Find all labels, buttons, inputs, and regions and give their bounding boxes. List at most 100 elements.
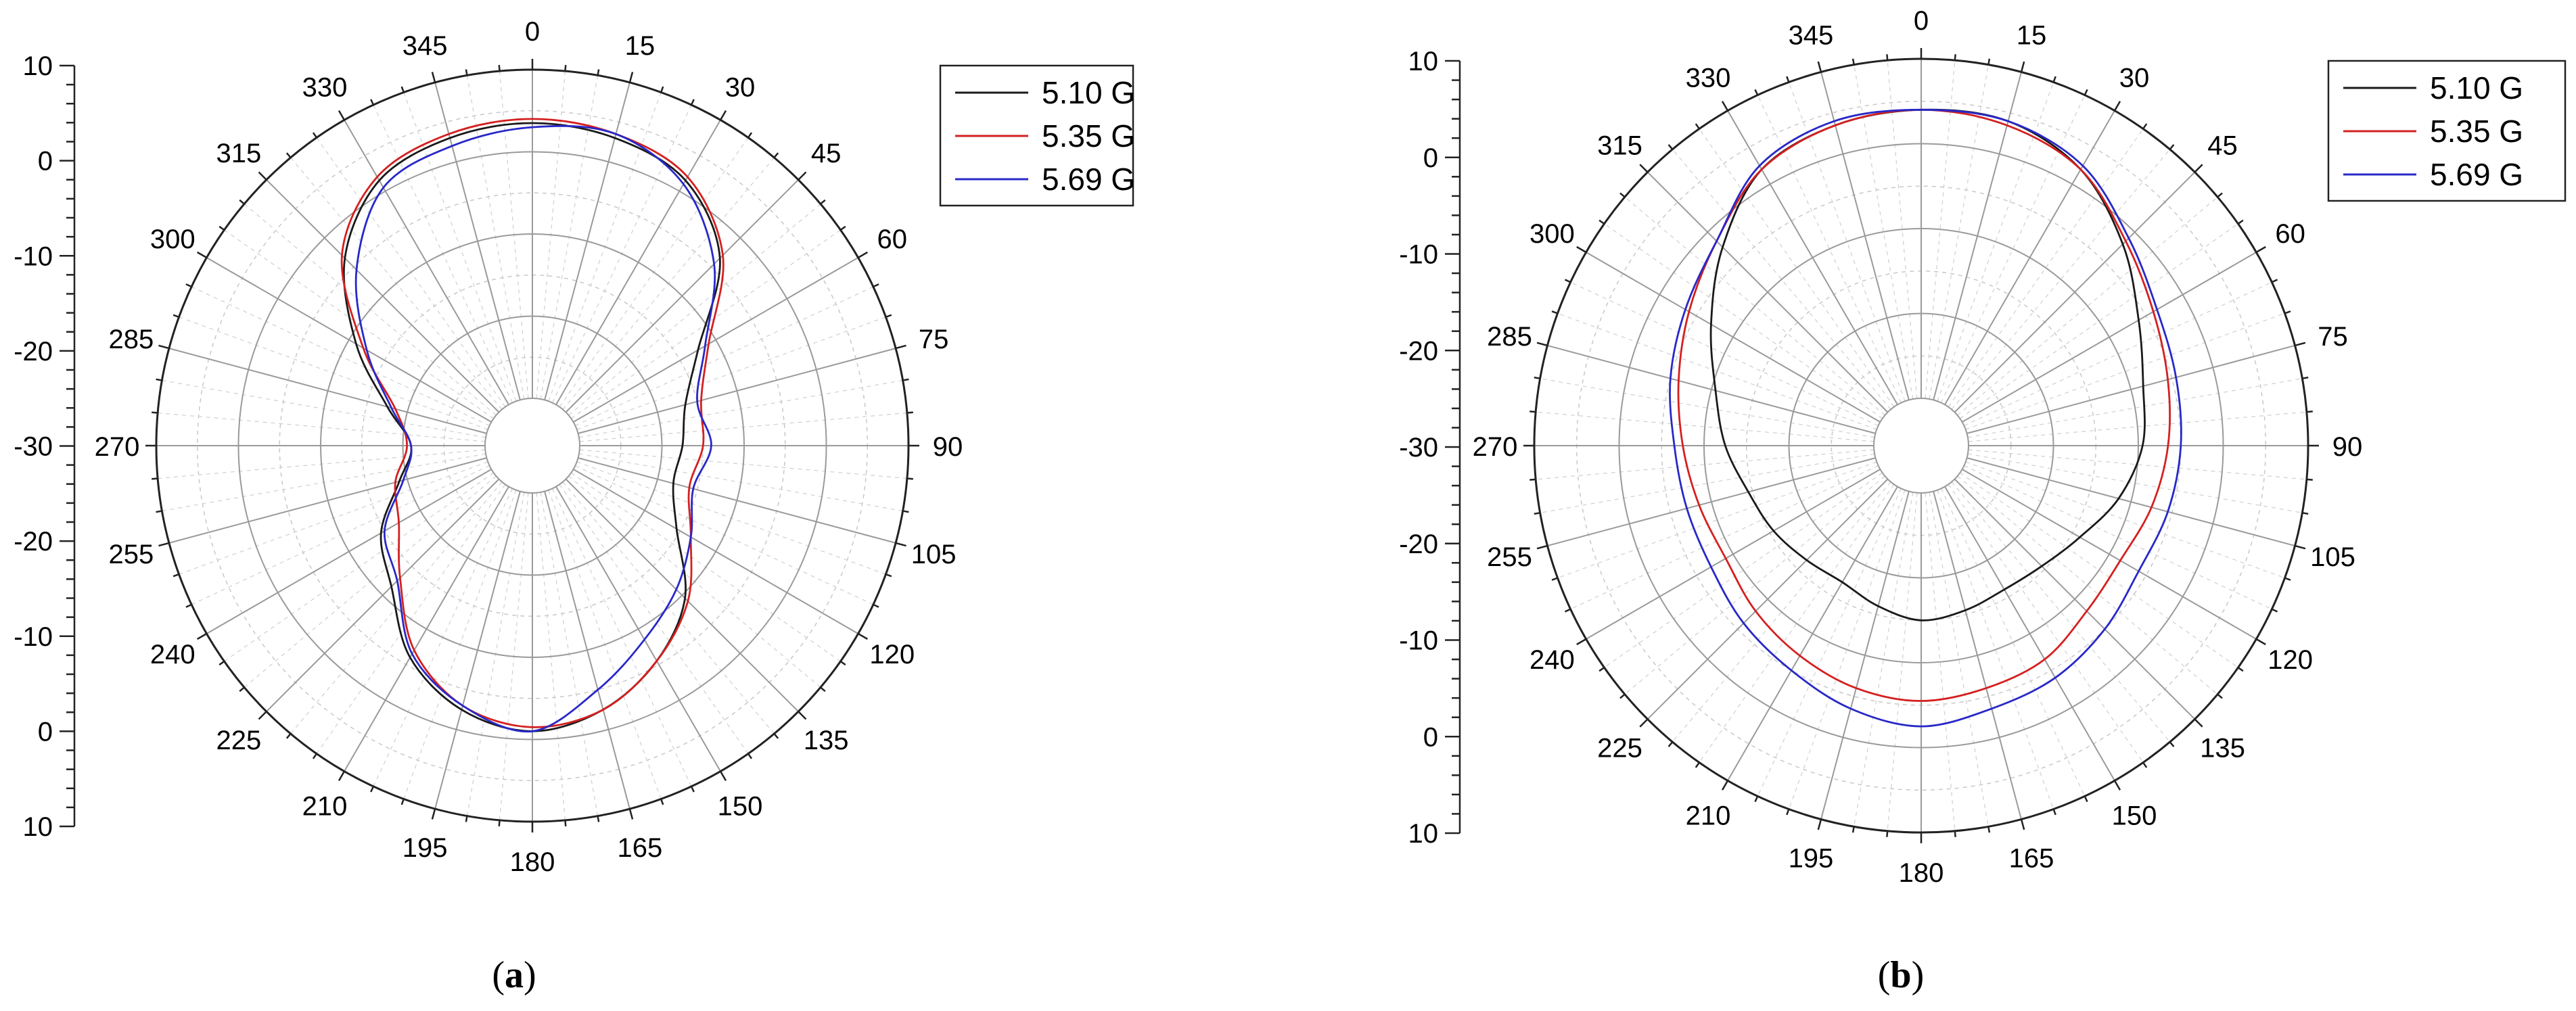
angle-tick bbox=[1564, 608, 1571, 613]
angle-tick-label: 90 bbox=[2332, 432, 2363, 462]
angle-tick bbox=[2302, 512, 2309, 515]
angle-tick bbox=[2194, 718, 2203, 728]
angle-tick-label: 270 bbox=[1473, 432, 1518, 462]
angle-tick bbox=[660, 799, 664, 805]
radial-axis-label: 10 bbox=[23, 812, 53, 842]
radial-axis-label: -10 bbox=[1399, 240, 1438, 270]
angle-tick bbox=[1721, 101, 1729, 112]
angle-tick-label: 315 bbox=[216, 139, 261, 168]
angle-tick bbox=[820, 199, 826, 205]
angle-tick-label: 285 bbox=[1487, 322, 1532, 352]
angle-tick-label: 135 bbox=[2200, 733, 2245, 763]
angle-tick bbox=[597, 816, 600, 822]
angle-tick bbox=[2237, 219, 2244, 225]
radial-axis-label: -30 bbox=[1399, 433, 1438, 463]
angle-tick bbox=[840, 660, 846, 666]
angle-tick bbox=[1817, 819, 1822, 830]
angle-tick bbox=[1619, 192, 1626, 198]
angle-tick bbox=[239, 686, 245, 692]
angle-tick-label: 30 bbox=[2119, 63, 2150, 93]
angle-tick bbox=[1852, 58, 1855, 65]
angle-tick bbox=[773, 733, 779, 739]
angle-tick-label: 210 bbox=[302, 792, 348, 822]
angle-tick bbox=[465, 69, 468, 76]
caption-b-close: ) bbox=[1912, 954, 1925, 996]
angle-tick bbox=[1639, 718, 1649, 728]
angle-tick bbox=[1668, 144, 1674, 150]
angle-tick-label: 225 bbox=[1597, 733, 1642, 763]
radial-axis-label: 10 bbox=[1408, 47, 1439, 76]
angle-tick bbox=[1551, 577, 1558, 581]
series-line-5-10-g bbox=[1709, 108, 2146, 621]
radial-axis-label: 10 bbox=[1408, 819, 1439, 849]
angle-tick bbox=[1564, 279, 1571, 283]
angle-tick bbox=[218, 660, 225, 666]
angle-tick bbox=[185, 283, 192, 288]
angle-tick bbox=[2113, 780, 2121, 791]
angle-tick bbox=[2020, 61, 2025, 72]
angle-tick bbox=[2169, 144, 2175, 150]
angle-tick-label: 150 bbox=[2112, 801, 2157, 831]
angle-tick bbox=[1668, 741, 1674, 747]
radial-axis-label: 0 bbox=[1423, 143, 1438, 173]
angle-tick bbox=[218, 225, 225, 231]
angle-tick bbox=[1695, 123, 1700, 130]
angle-tick bbox=[2142, 123, 2148, 130]
angle-tick bbox=[2217, 192, 2223, 198]
angle-tick bbox=[2284, 310, 2291, 314]
angle-tick bbox=[798, 171, 807, 181]
angle-tick bbox=[2113, 101, 2121, 112]
legend-label: 5.69 G bbox=[1042, 162, 1135, 197]
angle-tick bbox=[498, 820, 501, 826]
angle-tick bbox=[158, 344, 170, 350]
angle-tick bbox=[873, 603, 879, 608]
major-grid-ring bbox=[1703, 228, 2139, 663]
angle-tick bbox=[370, 786, 375, 793]
angle-tick-label: 240 bbox=[150, 640, 196, 669]
angle-tick-label: 255 bbox=[109, 540, 154, 569]
angle-tick-label: 15 bbox=[2017, 20, 2047, 50]
angle-tick bbox=[1576, 638, 1587, 646]
angle-tick bbox=[873, 283, 879, 288]
caption-a-letter: a bbox=[505, 954, 524, 996]
radial-axis-label: -20 bbox=[1399, 336, 1438, 366]
angle-tick bbox=[1695, 761, 1700, 768]
angle-tick bbox=[628, 808, 634, 820]
angle-tick bbox=[906, 477, 913, 480]
angle-tick bbox=[1852, 826, 1855, 833]
angle-tick bbox=[2084, 89, 2088, 96]
angle-tick bbox=[400, 86, 405, 93]
angle-tick-label: 30 bbox=[725, 72, 756, 102]
angle-tick-label: 315 bbox=[1597, 131, 1642, 161]
angle-tick bbox=[798, 711, 807, 720]
angle-tick bbox=[2302, 376, 2309, 379]
radial-axis-label: 0 bbox=[38, 717, 53, 747]
radial-axis-label: -20 bbox=[14, 337, 53, 367]
caption-a-open: ( bbox=[492, 954, 505, 996]
major-grid-ring bbox=[1788, 312, 2054, 579]
angle-tick bbox=[1598, 219, 1605, 225]
angle-tick bbox=[312, 132, 318, 139]
angle-tick bbox=[773, 152, 779, 158]
angle-tick bbox=[902, 378, 909, 381]
angle-tick bbox=[258, 711, 267, 720]
angle-tick bbox=[2052, 76, 2056, 83]
legend-label: 5.35 G bbox=[2430, 114, 2523, 149]
angle-tick bbox=[1598, 667, 1605, 672]
caption-a: (a) bbox=[492, 954, 536, 996]
angle-tick-label: 45 bbox=[2207, 131, 2238, 161]
angle-tick-label: 75 bbox=[919, 325, 949, 354]
angle-tick bbox=[498, 65, 501, 72]
angle-tick bbox=[2020, 819, 2025, 830]
radial-axis-label: -20 bbox=[1399, 530, 1438, 559]
angle-tick bbox=[431, 808, 436, 820]
series-line-5-35-g bbox=[340, 118, 724, 728]
angle-tick-label: 180 bbox=[510, 847, 555, 877]
angle-tick bbox=[1987, 58, 1991, 65]
angle-tick-label: 345 bbox=[402, 31, 448, 61]
major-grid-ring bbox=[1873, 398, 1969, 494]
radial-axis-label: -30 bbox=[14, 432, 53, 462]
angle-tick bbox=[338, 770, 346, 781]
angle-tick bbox=[312, 753, 318, 759]
angle-tick bbox=[156, 378, 162, 381]
